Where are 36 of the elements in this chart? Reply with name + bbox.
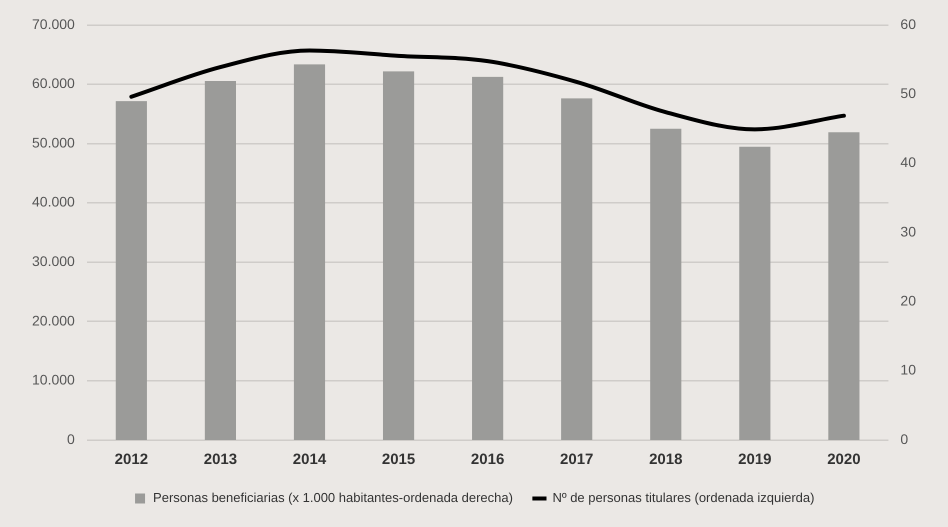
y-tick-label: 50.000 xyxy=(32,134,76,150)
x-tick-label: 2016 xyxy=(470,451,504,468)
y2-tick-label: 40 xyxy=(900,154,916,170)
legend-label: Nº de personas titulares (ordenada izquierda) xyxy=(552,490,814,506)
x-tick-label: 2013 xyxy=(204,451,238,468)
y2-tick-label: 30 xyxy=(900,223,916,240)
y2-tick-label: 10 xyxy=(900,362,916,378)
y-tick-label: 60.000 xyxy=(32,75,76,92)
x-tick-label: 2019 xyxy=(738,451,772,468)
y2-tick-label: 20 xyxy=(900,292,916,309)
bar xyxy=(382,71,414,440)
bar xyxy=(650,128,682,440)
bar xyxy=(204,81,236,440)
y-tick-label: 70.000 xyxy=(32,16,76,32)
x-tick-label: 2015 xyxy=(382,451,416,468)
y2-tick-label: 60 xyxy=(900,16,916,32)
y-tick-label: 40.000 xyxy=(32,194,76,210)
bar xyxy=(294,64,326,440)
x-tick-label: 2018 xyxy=(649,451,682,468)
y-tick-label: 0 xyxy=(67,430,76,447)
y2-tick-label: 0 xyxy=(900,430,908,447)
y-tick-label: 10.000 xyxy=(32,372,76,388)
bar xyxy=(561,98,592,440)
bar xyxy=(116,101,147,440)
y2-tick-label: 50 xyxy=(900,85,916,102)
bar xyxy=(739,146,770,440)
x-tick-label: 2020 xyxy=(827,451,861,468)
bar xyxy=(828,132,860,440)
y-tick-label: 20.000 xyxy=(32,312,76,328)
bar xyxy=(472,76,504,440)
x-tick-label: 2012 xyxy=(114,451,148,468)
y-tick-label: 30.000 xyxy=(32,253,76,269)
x-tick-label: 2017 xyxy=(560,451,594,468)
legend-label: Personas beneficiarias (x 1.000 habitantes-ordenada derecha) xyxy=(153,490,513,506)
x-tick-label: 2014 xyxy=(292,451,327,468)
line-series xyxy=(129,48,846,132)
